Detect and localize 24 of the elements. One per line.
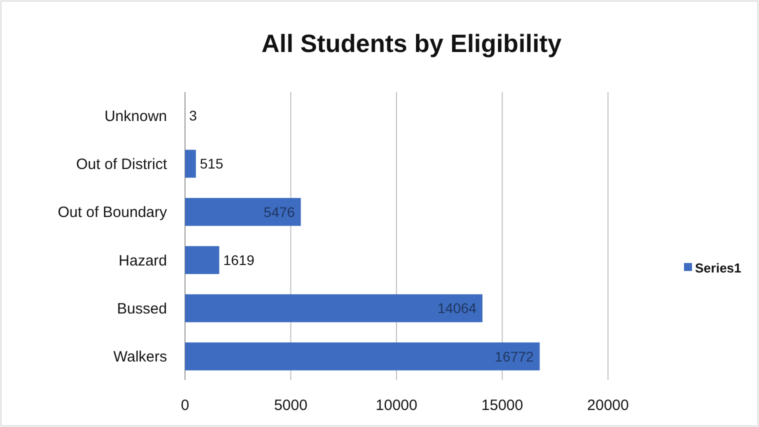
bar bbox=[185, 342, 540, 370]
data-label: 16772 bbox=[494, 348, 534, 364]
data-label: 14064 bbox=[438, 300, 477, 316]
bar bbox=[185, 150, 196, 178]
x-tick-label: 20000 bbox=[587, 397, 629, 414]
data-label: 3 bbox=[189, 108, 198, 124]
legend-label: Series1 bbox=[695, 260, 742, 276]
x-tick-label: 0 bbox=[180, 397, 190, 414]
bar bbox=[185, 246, 220, 274]
chart-title: All Students by Eligibility bbox=[261, 30, 562, 58]
y-tick-label: Walkers bbox=[113, 348, 167, 366]
bar bbox=[185, 294, 482, 322]
y-tick-label: Bussed bbox=[116, 300, 167, 318]
y-tick-label: Unknown bbox=[104, 108, 167, 125]
data-label: 515 bbox=[200, 156, 224, 172]
bar bbox=[185, 198, 301, 226]
y-tick-label: Hazard bbox=[118, 252, 167, 270]
x-tick-label: 5000 bbox=[274, 397, 308, 414]
y-tick-label: Out of District bbox=[76, 156, 168, 174]
x-tick-label: 10000 bbox=[376, 397, 418, 414]
x-tick-label: 15000 bbox=[481, 397, 524, 414]
y-tick-label: Out of Boundary bbox=[58, 204, 168, 222]
data-label: 5476 bbox=[264, 204, 296, 220]
data-label: 1619 bbox=[223, 252, 255, 268]
